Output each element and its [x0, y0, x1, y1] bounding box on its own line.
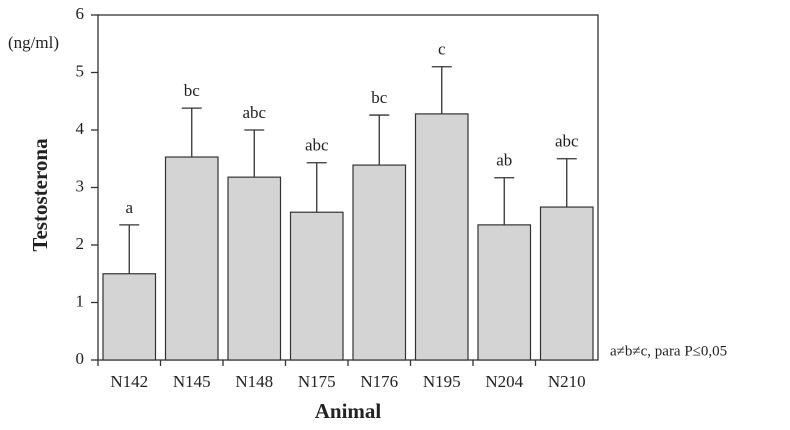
- error-bar: [431, 66, 452, 114]
- x-tick-label: N175: [298, 372, 336, 391]
- x-tick-label: N142: [110, 372, 148, 391]
- bar: [102, 273, 157, 361]
- annotation: abc: [555, 132, 579, 151]
- bar: [414, 113, 469, 361]
- error-bar: [119, 224, 140, 274]
- annotation: abc: [242, 103, 266, 122]
- x-tick-label: N210: [548, 372, 586, 391]
- error-bar: [244, 129, 265, 178]
- y-tick-label: 2: [76, 234, 85, 253]
- x-tick-label: N176: [360, 372, 398, 391]
- bar: [352, 164, 407, 361]
- y-tick-label: 5: [76, 61, 85, 80]
- x-tick-label: N195: [423, 372, 461, 391]
- annotation: bc: [184, 81, 201, 100]
- annotation: bc: [371, 88, 388, 107]
- y-tick-label: 6: [76, 4, 85, 23]
- note: a≠b≠c, para P≤0,05: [610, 343, 727, 359]
- x-axis-label: Animal: [315, 399, 382, 423]
- error-bar: [181, 107, 202, 158]
- error-bar: [306, 162, 327, 213]
- y-tick-label: 4: [76, 119, 85, 138]
- bar: [164, 156, 219, 361]
- annotation: c: [438, 40, 446, 59]
- y-tick-label: 3: [76, 176, 85, 195]
- bar: [477, 224, 532, 361]
- x-tick-label: N204: [485, 372, 523, 391]
- annotation: abc: [305, 136, 329, 155]
- bar: [539, 206, 594, 361]
- y-axis-label: Testosterona: [28, 138, 52, 252]
- y-tick-label: 0: [76, 349, 85, 368]
- x-tick-label: N148: [235, 372, 273, 391]
- annotation: a: [125, 198, 133, 217]
- annotation: ab: [496, 151, 512, 170]
- y-unit: (ng/ml): [8, 33, 59, 52]
- x-tick-label: N145: [173, 372, 211, 391]
- y-tick-label: 1: [76, 291, 85, 310]
- bar: [289, 211, 344, 361]
- error-bar: [369, 114, 390, 166]
- error-bar: [556, 158, 577, 208]
- bar: [227, 176, 282, 361]
- error-bar: [494, 177, 515, 225]
